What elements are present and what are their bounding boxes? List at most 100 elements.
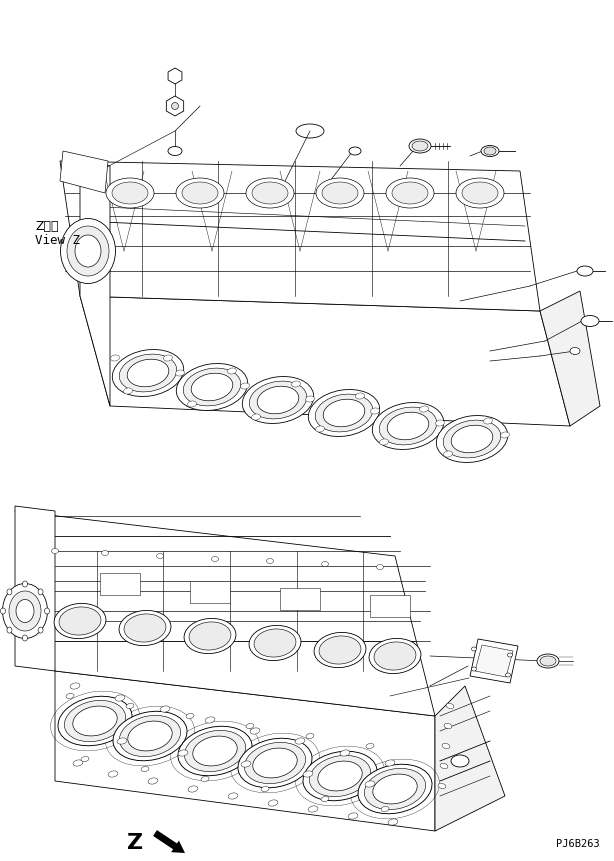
Ellipse shape: [508, 653, 513, 657]
Ellipse shape: [250, 728, 260, 734]
Ellipse shape: [128, 721, 172, 751]
Ellipse shape: [374, 642, 416, 670]
Ellipse shape: [419, 406, 429, 412]
Ellipse shape: [315, 394, 373, 432]
Text: View Z: View Z: [35, 234, 80, 247]
Ellipse shape: [443, 420, 501, 458]
Polygon shape: [166, 96, 184, 116]
Ellipse shape: [23, 635, 28, 641]
Ellipse shape: [241, 383, 249, 389]
Ellipse shape: [570, 348, 580, 355]
Ellipse shape: [388, 819, 398, 825]
Ellipse shape: [16, 599, 34, 623]
Ellipse shape: [348, 813, 358, 819]
Ellipse shape: [23, 581, 28, 587]
Ellipse shape: [7, 627, 12, 633]
Ellipse shape: [356, 393, 365, 399]
Ellipse shape: [113, 711, 187, 761]
Text: Z　視: Z 視: [35, 220, 58, 232]
Ellipse shape: [364, 768, 426, 809]
Polygon shape: [15, 511, 435, 716]
Ellipse shape: [358, 765, 432, 814]
Ellipse shape: [66, 693, 74, 698]
Ellipse shape: [254, 629, 296, 657]
Ellipse shape: [106, 178, 154, 208]
Ellipse shape: [228, 793, 238, 799]
Ellipse shape: [379, 439, 389, 445]
Ellipse shape: [1, 608, 6, 614]
Ellipse shape: [141, 766, 149, 771]
Ellipse shape: [67, 226, 109, 276]
Ellipse shape: [387, 412, 429, 440]
Ellipse shape: [168, 146, 182, 156]
Ellipse shape: [306, 734, 314, 739]
Ellipse shape: [119, 715, 181, 757]
Ellipse shape: [316, 426, 324, 432]
Ellipse shape: [2, 584, 47, 639]
Ellipse shape: [321, 796, 329, 802]
Ellipse shape: [322, 182, 358, 204]
Ellipse shape: [111, 355, 120, 361]
Ellipse shape: [119, 610, 171, 646]
Ellipse shape: [577, 266, 593, 276]
Ellipse shape: [249, 625, 301, 660]
Ellipse shape: [481, 146, 499, 157]
Polygon shape: [280, 588, 320, 610]
Ellipse shape: [52, 548, 58, 554]
Ellipse shape: [386, 178, 434, 208]
Ellipse shape: [148, 777, 158, 784]
Polygon shape: [60, 151, 108, 193]
Ellipse shape: [38, 589, 43, 595]
Ellipse shape: [126, 703, 134, 709]
Ellipse shape: [472, 647, 476, 651]
Ellipse shape: [249, 381, 307, 419]
Ellipse shape: [365, 781, 375, 787]
Ellipse shape: [241, 761, 251, 767]
Ellipse shape: [409, 139, 431, 153]
Ellipse shape: [70, 683, 80, 689]
Ellipse shape: [369, 638, 421, 673]
Ellipse shape: [261, 786, 269, 791]
Ellipse shape: [244, 742, 306, 784]
Ellipse shape: [246, 723, 254, 728]
Ellipse shape: [176, 363, 247, 411]
Ellipse shape: [124, 614, 166, 642]
Ellipse shape: [456, 178, 504, 208]
Ellipse shape: [303, 771, 313, 777]
Ellipse shape: [451, 755, 469, 767]
Ellipse shape: [176, 178, 224, 208]
Ellipse shape: [309, 755, 371, 796]
Ellipse shape: [268, 800, 278, 806]
Ellipse shape: [183, 369, 241, 406]
Ellipse shape: [266, 559, 273, 563]
Ellipse shape: [205, 717, 215, 723]
Polygon shape: [475, 645, 513, 677]
Text: PJ6B263: PJ6B263: [556, 839, 600, 849]
Ellipse shape: [115, 695, 125, 701]
Ellipse shape: [73, 760, 83, 766]
Ellipse shape: [9, 591, 41, 631]
Ellipse shape: [323, 400, 365, 427]
Polygon shape: [80, 156, 110, 406]
Ellipse shape: [123, 388, 133, 394]
Ellipse shape: [295, 738, 305, 744]
Ellipse shape: [581, 315, 599, 326]
Ellipse shape: [252, 414, 260, 420]
Ellipse shape: [435, 420, 445, 426]
Polygon shape: [15, 506, 55, 671]
Ellipse shape: [322, 561, 328, 567]
Ellipse shape: [303, 752, 377, 801]
Ellipse shape: [370, 408, 379, 414]
Ellipse shape: [184, 618, 236, 653]
Ellipse shape: [349, 147, 361, 155]
Ellipse shape: [252, 182, 288, 204]
Ellipse shape: [171, 102, 179, 109]
Ellipse shape: [540, 656, 556, 666]
Ellipse shape: [112, 182, 148, 204]
Ellipse shape: [193, 736, 237, 766]
Ellipse shape: [437, 416, 508, 462]
Ellipse shape: [373, 774, 418, 804]
Ellipse shape: [537, 654, 559, 668]
Ellipse shape: [319, 636, 361, 664]
Ellipse shape: [444, 723, 452, 728]
